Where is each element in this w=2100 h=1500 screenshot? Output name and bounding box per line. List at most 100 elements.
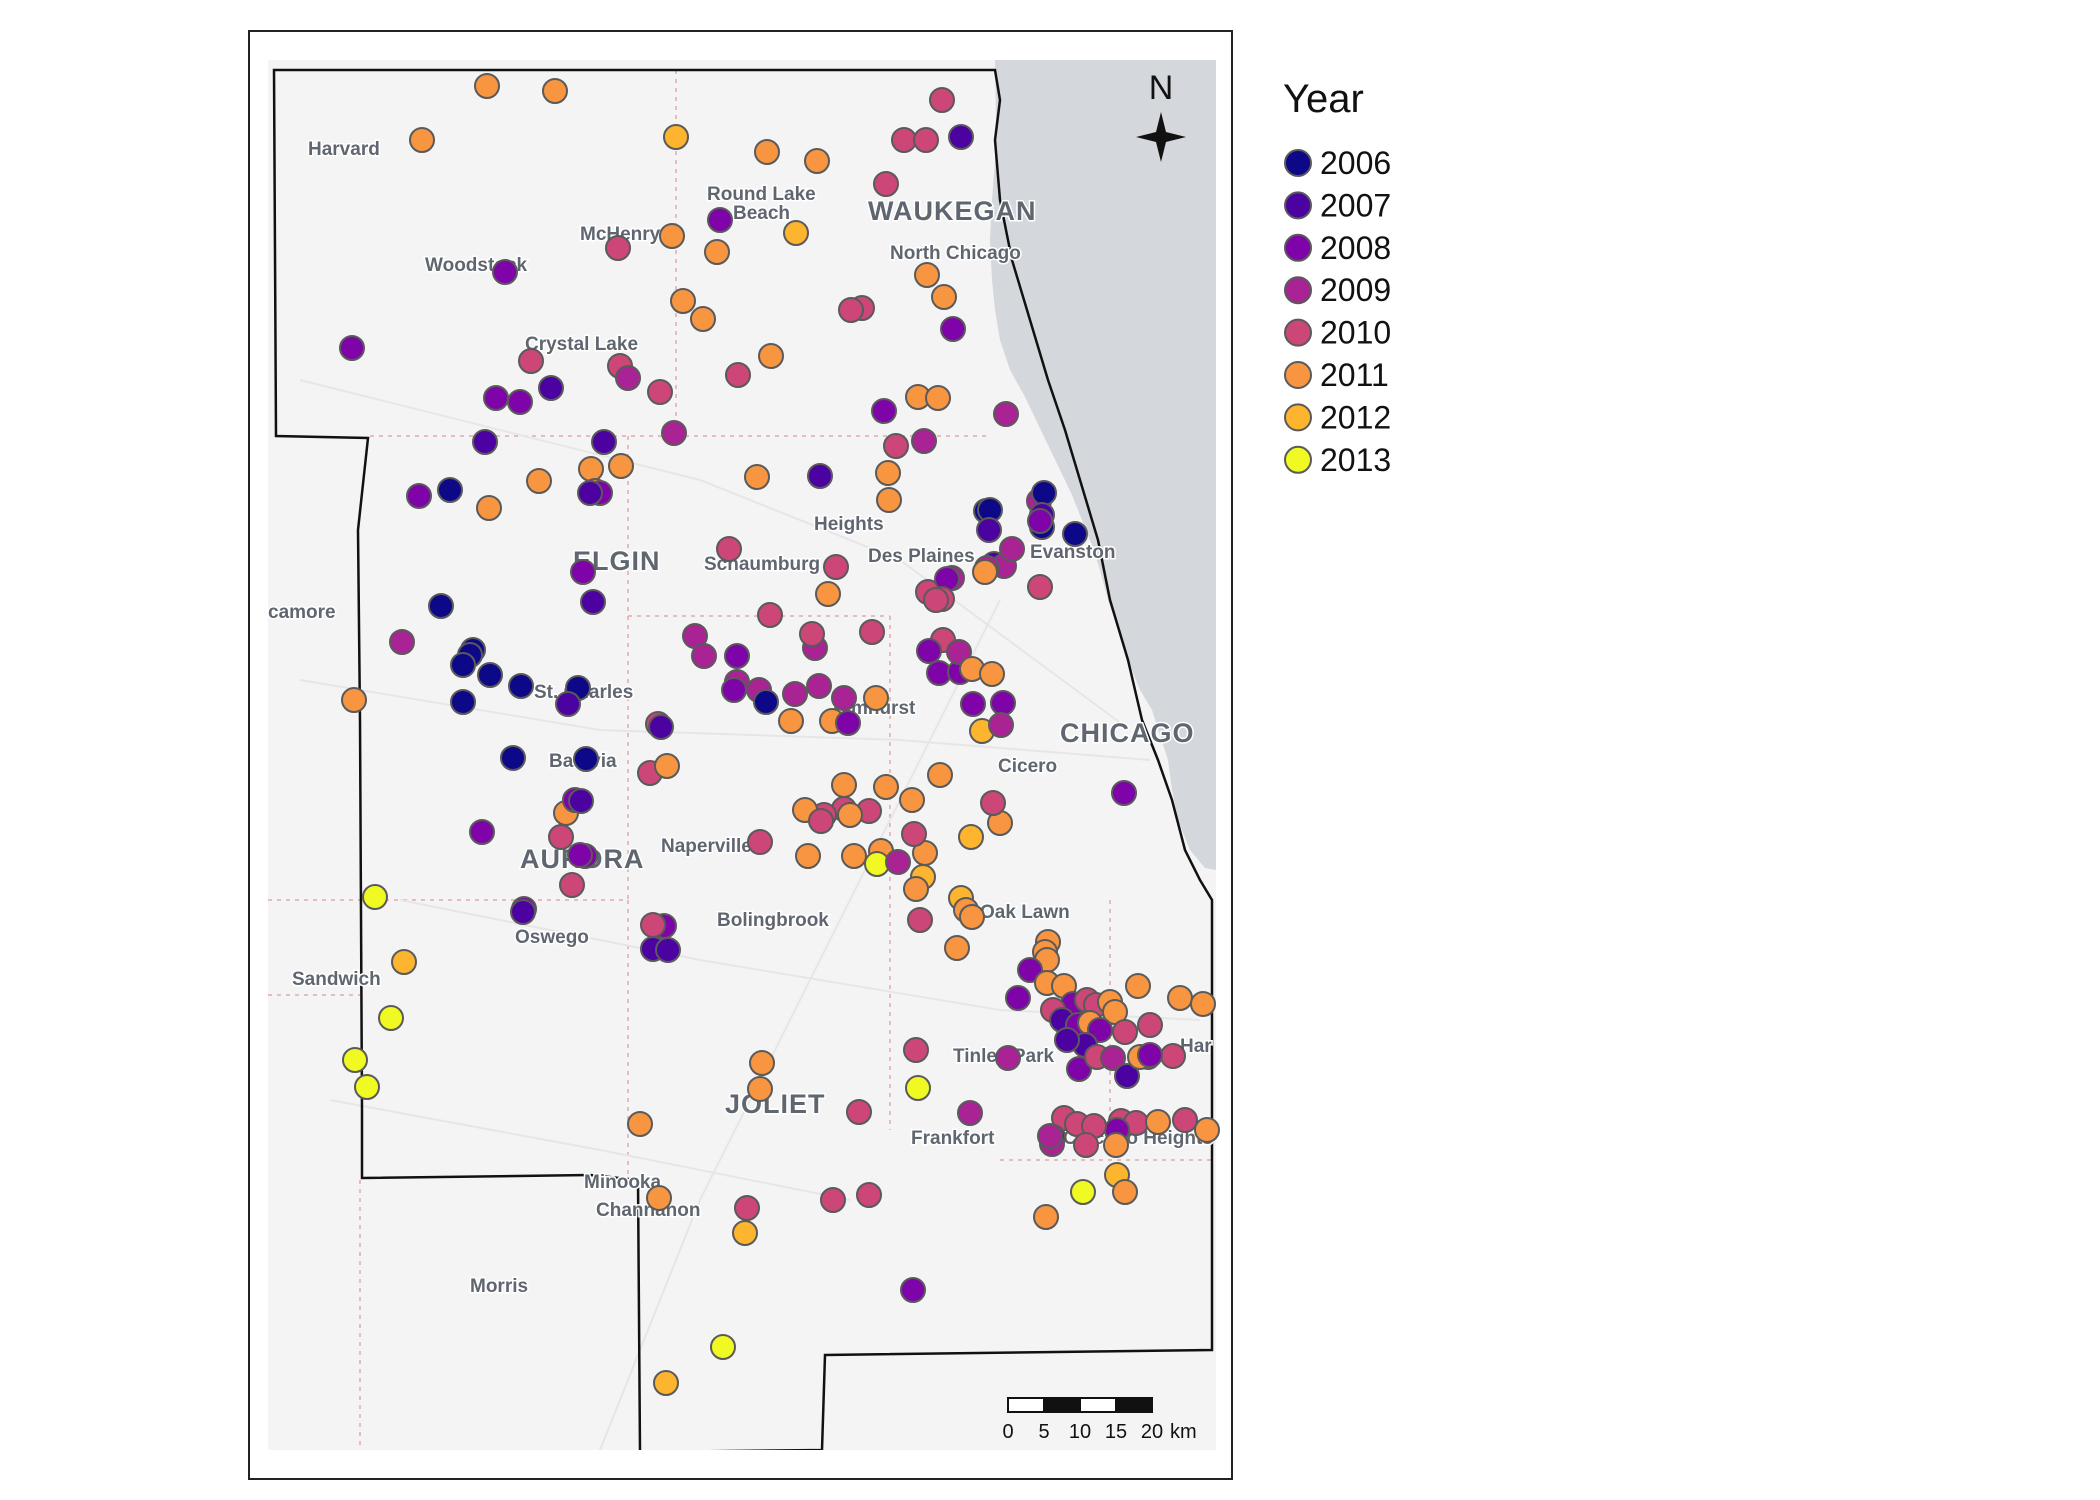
site-point bbox=[1037, 1123, 1063, 1149]
site-point bbox=[627, 1111, 653, 1137]
place-label-oswego: Oswego bbox=[515, 927, 589, 948]
place-label-frankfort: Frankfort bbox=[911, 1128, 995, 1149]
compass-star-icon bbox=[1136, 112, 1186, 162]
site-point bbox=[476, 495, 502, 521]
site-point bbox=[859, 619, 885, 645]
site-point bbox=[871, 398, 897, 424]
site-point bbox=[469, 819, 495, 845]
place-label-crystal-lake: Crystal Lake bbox=[525, 334, 638, 355]
site-point bbox=[1100, 1045, 1126, 1071]
place-label-des-plaines: Des Plaines bbox=[868, 546, 975, 567]
site-point bbox=[1145, 1109, 1171, 1135]
site-point bbox=[823, 554, 849, 580]
site-point bbox=[782, 681, 808, 707]
site-point bbox=[704, 239, 730, 265]
site-point bbox=[341, 687, 367, 713]
legend-label-2007: 2007 bbox=[1320, 187, 1391, 223]
site-point bbox=[510, 899, 536, 925]
site-point bbox=[876, 487, 902, 513]
place-label-morris: Morris bbox=[470, 1276, 528, 1297]
site-point bbox=[690, 306, 716, 332]
place-label-joliet: JOLIET bbox=[725, 1089, 826, 1119]
site-point bbox=[570, 559, 596, 585]
site-point bbox=[492, 259, 518, 285]
legend-swatch-2012 bbox=[1284, 403, 1312, 432]
site-point bbox=[591, 429, 617, 455]
scale-label-20: 20 bbox=[1141, 1421, 1163, 1443]
site-point bbox=[873, 774, 899, 800]
place-label-evanston: Evanston bbox=[1030, 542, 1116, 563]
site-point bbox=[1027, 574, 1053, 600]
site-point bbox=[578, 456, 604, 482]
place-label-arlington-heights: Heights bbox=[814, 514, 884, 535]
site-point bbox=[391, 949, 417, 975]
site-point bbox=[526, 468, 552, 494]
site-points bbox=[339, 73, 1220, 1396]
site-point bbox=[747, 829, 773, 855]
site-point bbox=[820, 1187, 846, 1213]
site-point bbox=[885, 849, 911, 875]
site-point bbox=[661, 420, 687, 446]
site-point bbox=[474, 73, 500, 99]
site-point bbox=[923, 587, 949, 613]
site-point bbox=[342, 1047, 368, 1073]
site-point bbox=[548, 824, 574, 850]
site-point bbox=[863, 685, 889, 711]
legend-swatch-2011 bbox=[1284, 361, 1312, 389]
scale-bar: 0 5 10 15 20 km bbox=[1002, 1397, 1197, 1443]
site-point bbox=[1005, 985, 1031, 1011]
site-point bbox=[483, 385, 509, 411]
scale-unit: km bbox=[1170, 1421, 1197, 1443]
site-point bbox=[707, 207, 733, 233]
site-point bbox=[450, 652, 476, 678]
site-point bbox=[538, 375, 564, 401]
site-point bbox=[806, 673, 832, 699]
site-point bbox=[725, 362, 751, 388]
site-point bbox=[339, 335, 365, 361]
site-point bbox=[362, 884, 388, 910]
site-point bbox=[691, 643, 717, 669]
site-point bbox=[647, 379, 673, 405]
place-label-harvey: Har bbox=[1180, 1036, 1212, 1057]
site-point bbox=[654, 753, 680, 779]
site-point bbox=[980, 790, 1006, 816]
site-point bbox=[605, 235, 631, 261]
site-point bbox=[648, 714, 674, 740]
site-point bbox=[988, 712, 1014, 738]
site-point bbox=[670, 288, 696, 314]
site-point bbox=[389, 629, 415, 655]
site-point bbox=[856, 1182, 882, 1208]
site-point bbox=[831, 685, 857, 711]
site-point bbox=[1031, 480, 1057, 506]
north-arrow-label: N bbox=[1149, 69, 1174, 107]
site-point bbox=[911, 428, 937, 454]
site-point bbox=[1160, 1043, 1186, 1069]
site-point bbox=[1194, 1117, 1220, 1143]
place-label-sandwich: Sandwich bbox=[292, 969, 381, 990]
site-point bbox=[1103, 1132, 1129, 1158]
site-point bbox=[958, 824, 984, 850]
legend-title: Year bbox=[1283, 77, 1364, 121]
site-point bbox=[437, 477, 463, 503]
site-point bbox=[1070, 1179, 1096, 1205]
site-point bbox=[640, 912, 666, 938]
site-point bbox=[716, 536, 742, 562]
legend-swatch-2010 bbox=[1284, 318, 1312, 347]
site-point bbox=[608, 453, 634, 479]
site-point bbox=[567, 842, 593, 868]
site-point bbox=[1066, 1056, 1092, 1082]
site-point bbox=[577, 480, 603, 506]
legend-label-2006: 2006 bbox=[1320, 145, 1391, 181]
site-point bbox=[1137, 1042, 1163, 1068]
site-point bbox=[925, 385, 951, 411]
site-point bbox=[508, 673, 534, 699]
site-point bbox=[1073, 1132, 1099, 1158]
legend-label-2011: 2011 bbox=[1320, 357, 1389, 393]
site-point bbox=[1111, 780, 1137, 806]
site-point bbox=[1017, 957, 1043, 983]
site-point bbox=[734, 1195, 760, 1221]
site-point bbox=[960, 691, 986, 717]
site-point bbox=[749, 1050, 775, 1076]
site-point bbox=[409, 127, 435, 153]
